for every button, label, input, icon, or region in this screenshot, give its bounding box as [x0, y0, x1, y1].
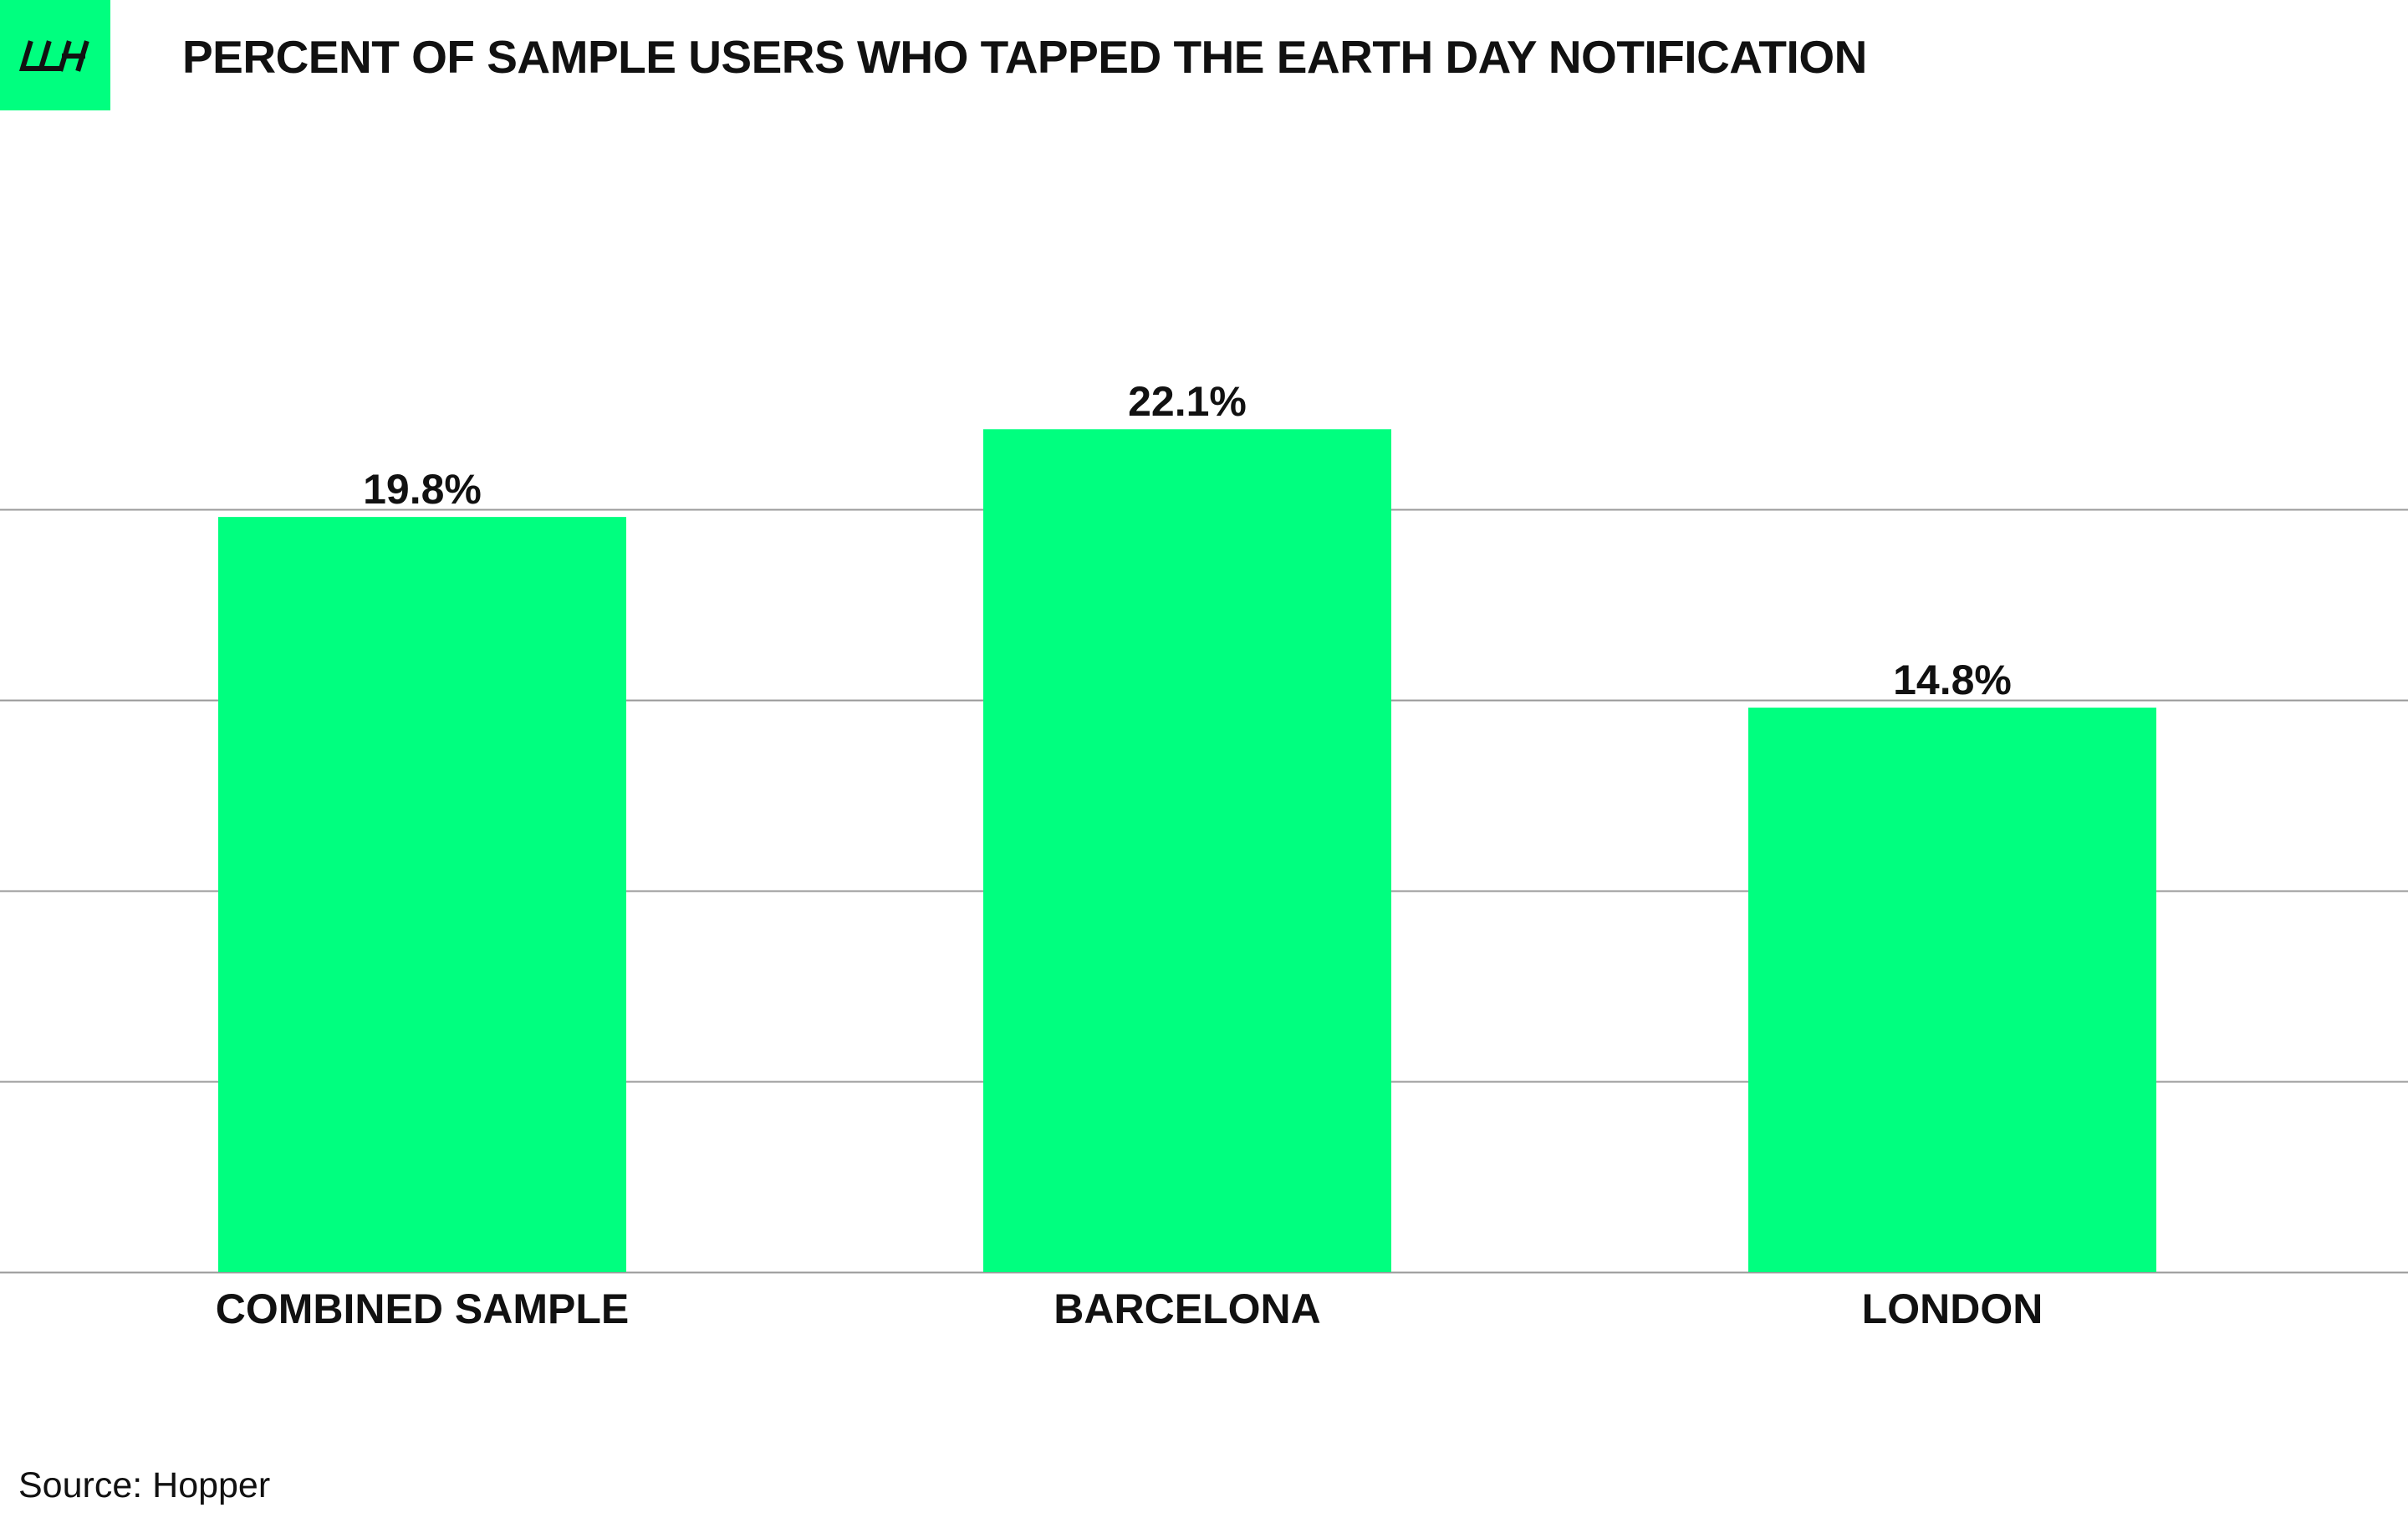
lh-logo-icon: [18, 40, 89, 72]
bars: [218, 429, 2156, 1272]
x-tick-label: COMBINED SAMPLE: [216, 1285, 629, 1332]
category-labels: COMBINED SAMPLE BARCELONA LONDON: [216, 1285, 2043, 1332]
source-note: Source: Hopper: [18, 1465, 271, 1505]
value-labels: 19.8% 22.1% 14.8%: [363, 378, 2012, 703]
data-label: 22.1%: [1128, 378, 1247, 425]
data-label: 14.8%: [1893, 657, 2012, 703]
bar-london: [1748, 708, 2156, 1272]
data-label: 19.8%: [363, 466, 482, 513]
bar-combined-sample: [218, 517, 626, 1272]
chart-title: PERCENT OF SAMPLE USERS WHO TAPPED THE E…: [182, 31, 1867, 83]
bar-barcelona: [983, 429, 1391, 1272]
x-tick-label: LONDON: [1862, 1285, 2043, 1332]
x-tick-label: BARCELONA: [1054, 1285, 1320, 1332]
lh-logo: [0, 0, 110, 110]
